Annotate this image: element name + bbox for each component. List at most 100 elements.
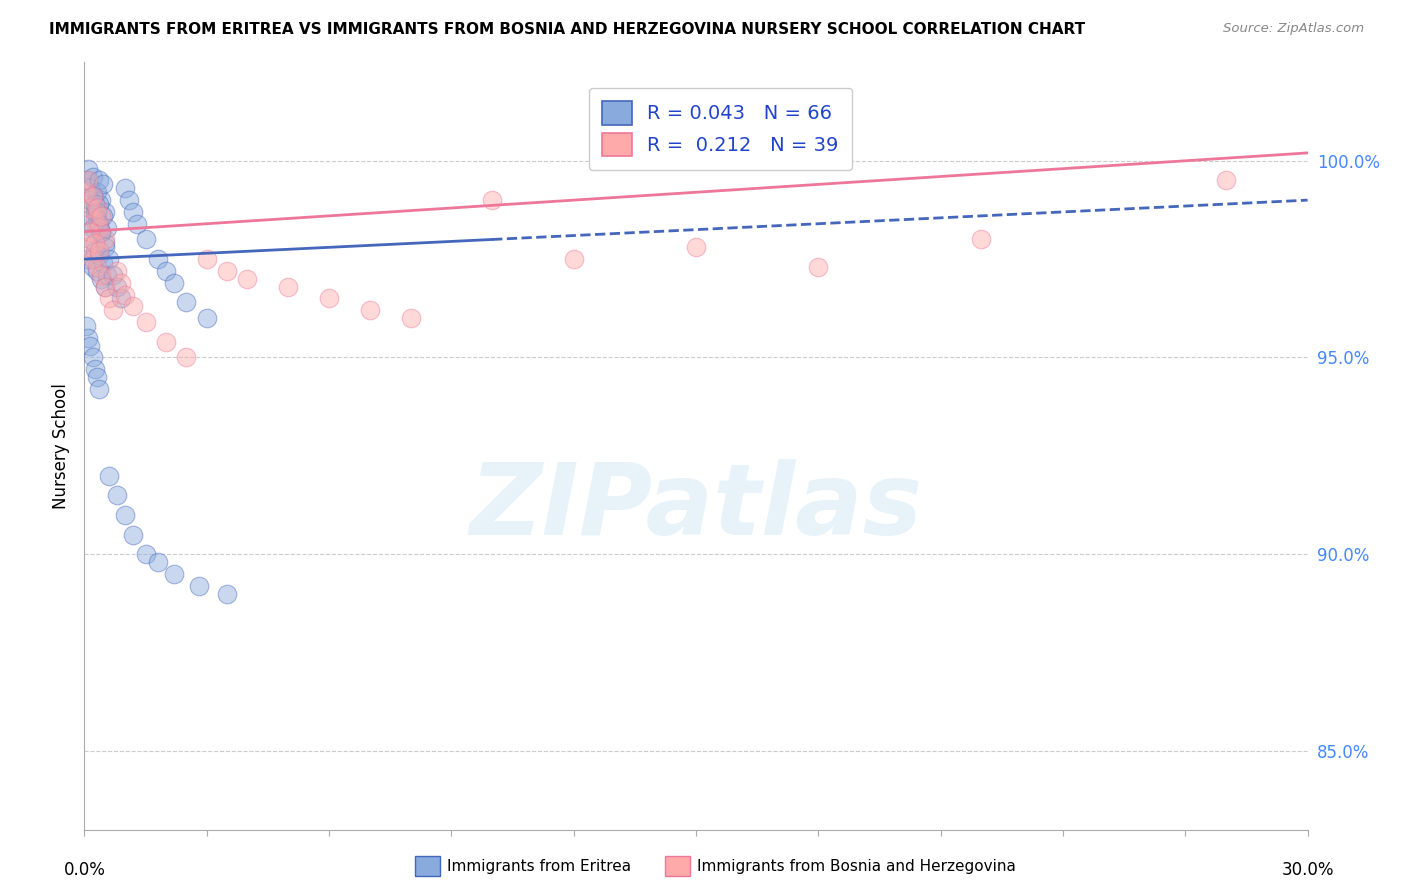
- Point: [86, 260, 108, 274]
- Point: [110, 292, 132, 306]
- Point: [83, 205, 105, 219]
- Point: [79, 201, 101, 215]
- Point: [96, 268, 118, 282]
- Point: [90, 272, 112, 286]
- Point: [122, 299, 145, 313]
- Point: [87, 382, 110, 396]
- Point: [217, 586, 239, 600]
- Point: [93, 205, 115, 219]
- Point: [86, 264, 108, 278]
- Point: [105, 279, 128, 293]
- Point: [91, 209, 114, 223]
- Point: [187, 579, 209, 593]
- Point: [83, 201, 105, 215]
- Point: [122, 205, 145, 219]
- Point: [93, 236, 115, 251]
- Point: [807, 260, 830, 274]
- Text: Source: ZipAtlas.com: Source: ZipAtlas.com: [1223, 22, 1364, 36]
- Point: [135, 547, 157, 561]
- Point: [79, 193, 101, 207]
- Point: [87, 244, 110, 259]
- Point: [83, 197, 105, 211]
- Point: [127, 217, 149, 231]
- Point: [155, 334, 177, 349]
- FancyBboxPatch shape: [415, 856, 440, 876]
- Point: [77, 331, 100, 345]
- Point: [93, 232, 115, 246]
- Point: [90, 268, 112, 282]
- Point: [101, 268, 124, 282]
- Point: [77, 240, 100, 254]
- Point: [96, 220, 118, 235]
- Point: [86, 212, 108, 227]
- Point: [93, 279, 115, 293]
- Point: [174, 295, 197, 310]
- Point: [87, 220, 110, 235]
- Point: [90, 209, 112, 223]
- Point: [91, 178, 114, 192]
- Point: [118, 193, 141, 207]
- Point: [83, 236, 105, 251]
- Text: IMMIGRANTS FROM ERITREA VS IMMIGRANTS FROM BOSNIA AND HERZEGOVINA NURSERY SCHOOL: IMMIGRANTS FROM ERITREA VS IMMIGRANTS FR…: [49, 22, 1085, 37]
- Point: [82, 351, 104, 365]
- Point: [82, 189, 104, 203]
- Point: [399, 311, 422, 326]
- Point: [110, 276, 132, 290]
- Point: [75, 173, 97, 187]
- Point: [146, 555, 169, 569]
- Point: [685, 240, 707, 254]
- Point: [1215, 173, 1237, 187]
- Point: [79, 339, 101, 353]
- Point: [83, 362, 105, 376]
- Point: [79, 225, 101, 239]
- Text: Immigrants from Bosnia and Herzegovina: Immigrants from Bosnia and Herzegovina: [697, 859, 1017, 873]
- Point: [77, 161, 100, 176]
- Point: [83, 212, 105, 227]
- Point: [86, 201, 108, 215]
- Point: [146, 252, 169, 267]
- Point: [82, 169, 104, 184]
- Point: [77, 252, 100, 267]
- Point: [75, 318, 97, 333]
- Point: [277, 279, 299, 293]
- Point: [87, 173, 110, 187]
- Point: [87, 197, 110, 211]
- Point: [91, 256, 114, 270]
- Point: [101, 303, 124, 318]
- Text: 30.0%: 30.0%: [1281, 861, 1334, 879]
- Point: [75, 186, 97, 200]
- Point: [105, 264, 128, 278]
- Point: [82, 220, 104, 235]
- Y-axis label: Nursery School: Nursery School: [52, 383, 70, 509]
- Text: 0.0%: 0.0%: [63, 861, 105, 879]
- Point: [87, 217, 110, 231]
- Point: [481, 193, 503, 207]
- Point: [217, 264, 239, 278]
- Point: [86, 205, 108, 219]
- Point: [114, 287, 136, 301]
- Point: [195, 252, 218, 267]
- Point: [82, 252, 104, 267]
- Legend: R = 0.043   N = 66, R =  0.212   N = 39: R = 0.043 N = 66, R = 0.212 N = 39: [589, 87, 852, 170]
- Point: [562, 252, 585, 267]
- Point: [93, 240, 115, 254]
- Point: [90, 193, 112, 207]
- Point: [155, 264, 177, 278]
- Point: [87, 248, 110, 262]
- Point: [174, 351, 197, 365]
- Point: [90, 225, 112, 239]
- Point: [163, 276, 186, 290]
- FancyBboxPatch shape: [665, 856, 690, 876]
- Point: [79, 232, 101, 246]
- Text: ZIPatlas: ZIPatlas: [470, 458, 922, 556]
- Point: [77, 173, 100, 187]
- Point: [90, 225, 112, 239]
- Point: [318, 292, 340, 306]
- Point: [236, 272, 259, 286]
- Point: [79, 181, 101, 195]
- Point: [93, 279, 115, 293]
- Point: [114, 181, 136, 195]
- Point: [82, 189, 104, 203]
- Point: [77, 212, 100, 227]
- Point: [114, 508, 136, 522]
